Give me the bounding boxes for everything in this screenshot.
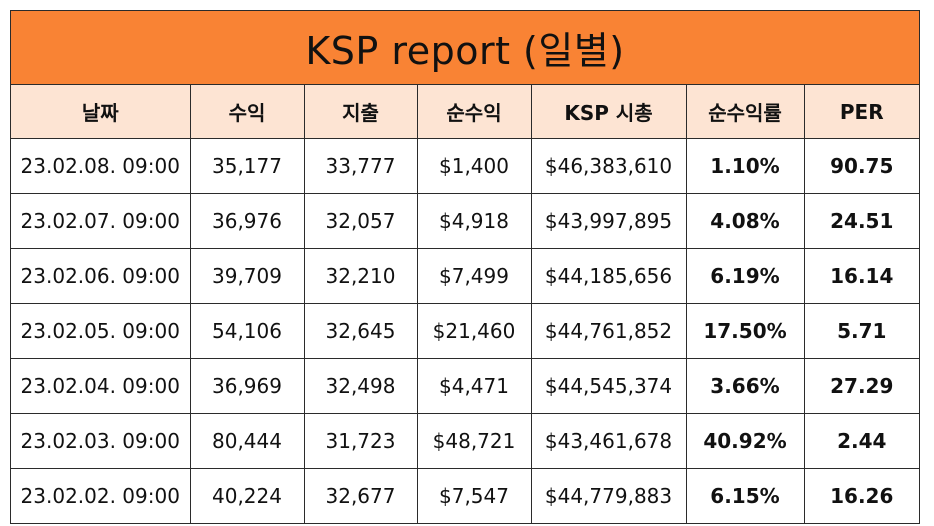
net-profit-cell: $1,400 (416, 138, 532, 194)
report-title: KSP report (일별) (305, 29, 625, 73)
expense-cell: 31,723 (303, 413, 418, 469)
net-profit-cell: $7,547 (416, 468, 532, 523)
date-cell: 23.02.07. 09:00 (11, 193, 191, 249)
per-cell: 5.71 (803, 303, 919, 359)
column-header-per: PER (803, 85, 919, 139)
market-cap-cell: $46,383,610 (530, 138, 687, 194)
date-cell: 23.02.02. 09:00 (11, 468, 191, 523)
net-margin-cell: 6.15% (685, 468, 805, 523)
table-row: 23.02.04. 09:00 36,969 32,498 $4,471 $44… (11, 358, 919, 414)
market-cap-cell: $44,779,883 (530, 468, 687, 523)
column-header-net-profit: 순수익 (416, 85, 532, 139)
title-bar: KSP report (일별) (11, 11, 919, 85)
net-profit-cell: $7,499 (416, 248, 532, 304)
column-header-net-margin: 순수익률 (685, 85, 805, 139)
table-row: 23.02.07. 09:00 36,976 32,057 $4,918 $43… (11, 193, 919, 249)
revenue-cell: 36,976 (189, 193, 305, 249)
market-cap-cell: $44,545,374 (530, 358, 687, 414)
table-row: 23.02.06. 09:00 39,709 32,210 $7,499 $44… (11, 248, 919, 304)
date-cell: 23.02.04. 09:00 (11, 358, 191, 414)
revenue-cell: 40,224 (189, 468, 305, 523)
net-margin-cell: 6.19% (685, 248, 805, 304)
net-profit-cell: $21,460 (416, 303, 532, 359)
date-cell: 23.02.03. 09:00 (11, 413, 191, 469)
revenue-cell: 36,969 (189, 358, 305, 414)
expense-cell: 32,677 (303, 468, 418, 523)
per-cell: 24.51 (803, 193, 919, 249)
net-margin-cell: 40.92% (685, 413, 805, 469)
net-margin-cell: 17.50% (685, 303, 805, 359)
revenue-cell: 35,177 (189, 138, 305, 194)
report-table: 날짜 수익 지출 순수익 KSP 시총 순수익률 PER 23.02.08. 0… (11, 85, 919, 523)
market-cap-cell: $43,461,678 (530, 413, 687, 469)
table-row: 23.02.03. 09:00 80,444 31,723 $48,721 $4… (11, 413, 919, 469)
column-header-expense: 지출 (303, 85, 418, 139)
expense-cell: 32,210 (303, 248, 418, 304)
net-margin-cell: 3.66% (685, 358, 805, 414)
table-row: 23.02.05. 09:00 54,106 32,645 $21,460 $4… (11, 303, 919, 359)
net-profit-cell: $48,721 (416, 413, 532, 469)
date-cell: 23.02.05. 09:00 (11, 303, 191, 359)
expense-cell: 33,777 (303, 138, 418, 194)
market-cap-cell: $44,185,656 (530, 248, 687, 304)
date-cell: 23.02.08. 09:00 (11, 138, 191, 194)
header-row: 날짜 수익 지출 순수익 KSP 시총 순수익률 PER (11, 85, 919, 139)
expense-cell: 32,645 (303, 303, 418, 359)
expense-cell: 32,498 (303, 358, 418, 414)
per-cell: 16.14 (803, 248, 919, 304)
net-profit-cell: $4,918 (416, 193, 532, 249)
table-row: 23.02.08. 09:00 35,177 33,777 $1,400 $46… (11, 138, 919, 194)
per-cell: 16.26 (803, 468, 919, 523)
revenue-cell: 39,709 (189, 248, 305, 304)
net-margin-cell: 1.10% (685, 138, 805, 194)
market-cap-cell: $44,761,852 (530, 303, 687, 359)
table-row: 23.02.02. 09:00 40,224 32,677 $7,547 $44… (11, 468, 919, 523)
revenue-cell: 80,444 (189, 413, 305, 469)
date-cell: 23.02.06. 09:00 (11, 248, 191, 304)
column-header-revenue: 수익 (189, 85, 305, 139)
column-header-date: 날짜 (11, 85, 191, 139)
net-margin-cell: 4.08% (685, 193, 805, 249)
expense-cell: 32,057 (303, 193, 418, 249)
net-profit-cell: $4,471 (416, 358, 532, 414)
per-cell: 2.44 (803, 413, 919, 469)
ksp-report: KSP report (일별) 날짜 수익 지출 순수익 KSP 시총 순수익률… (10, 10, 920, 524)
per-cell: 90.75 (803, 138, 919, 194)
market-cap-cell: $43,997,895 (530, 193, 687, 249)
revenue-cell: 54,106 (189, 303, 305, 359)
column-header-market-cap: KSP 시총 (530, 85, 687, 139)
per-cell: 27.29 (803, 358, 919, 414)
